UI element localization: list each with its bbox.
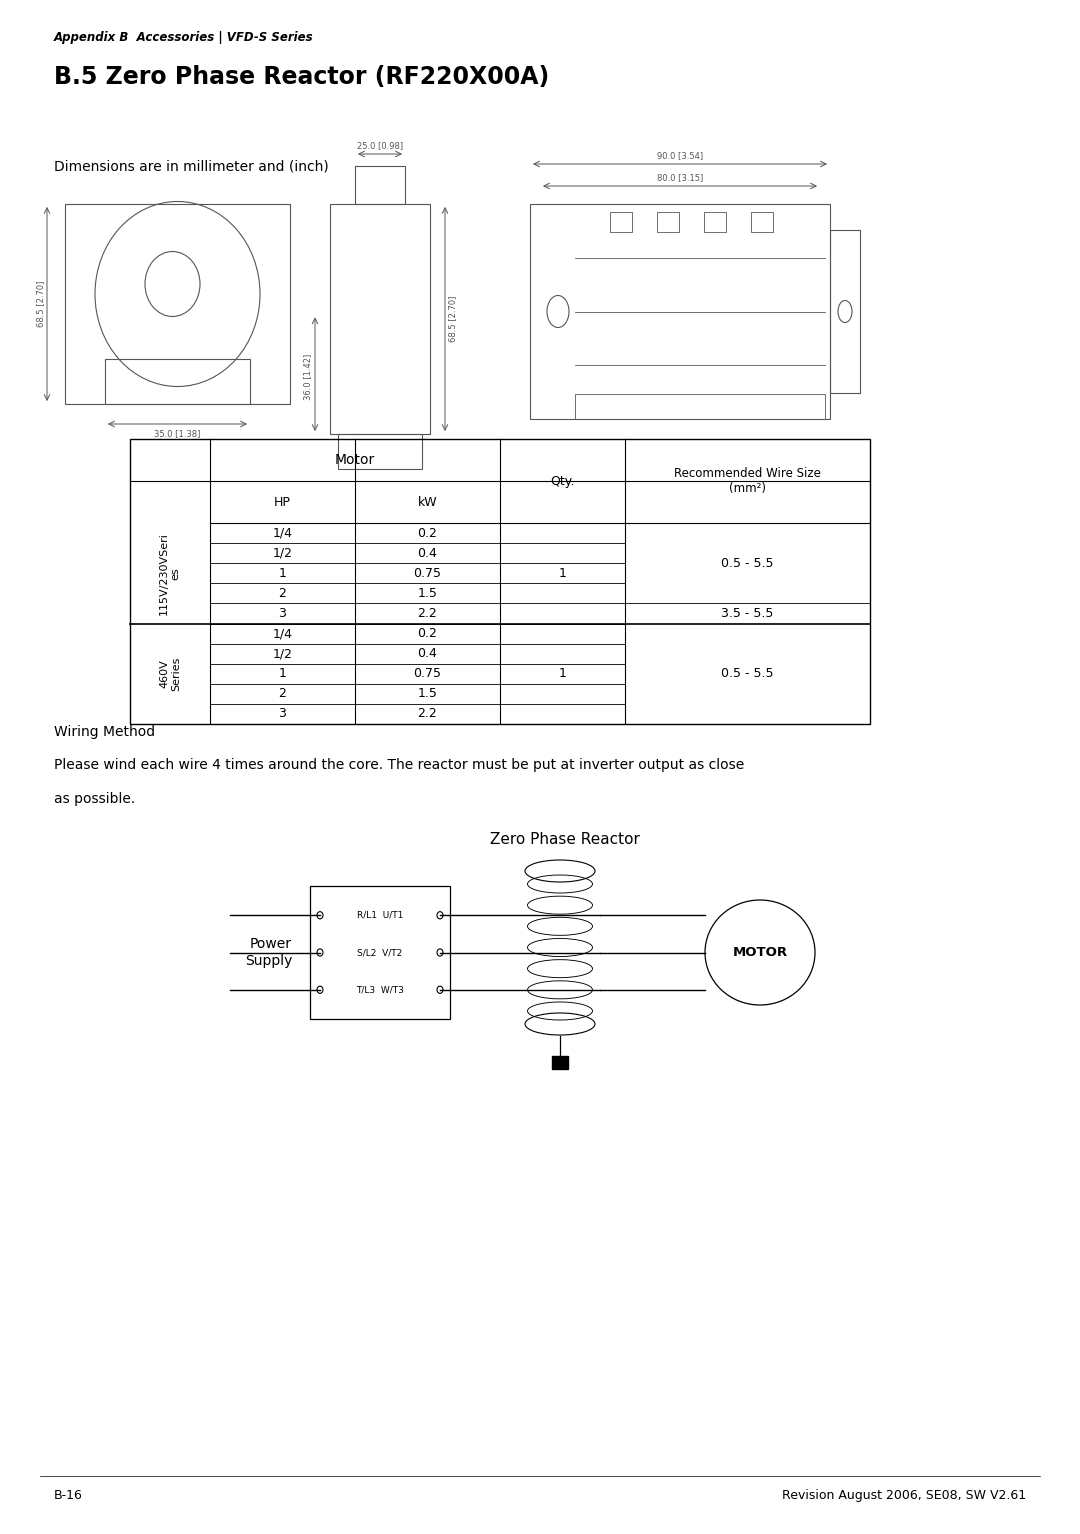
Text: R/L1  U/T1: R/L1 U/T1 — [356, 911, 403, 920]
Text: 0.4: 0.4 — [418, 546, 437, 560]
Text: 115V/230VSeri
es: 115V/230VSeri es — [159, 532, 180, 615]
Text: 3: 3 — [279, 707, 286, 721]
Text: 68.5 [2.70]: 68.5 [2.70] — [448, 296, 457, 342]
Text: Qty.: Qty. — [551, 474, 575, 488]
Text: 2.2: 2.2 — [418, 607, 437, 620]
Text: T/L3  W/T3: T/L3 W/T3 — [356, 985, 404, 994]
Text: 1/2: 1/2 — [272, 647, 293, 660]
Text: 460V
Series: 460V Series — [159, 657, 180, 690]
Text: 36.0 [1.42]: 36.0 [1.42] — [303, 353, 312, 400]
Text: Please wind each wire 4 times around the core. The reactor must be put at invert: Please wind each wire 4 times around the… — [54, 758, 744, 772]
Text: 0.75: 0.75 — [414, 566, 442, 580]
Text: 1: 1 — [558, 566, 566, 580]
Text: 1/4: 1/4 — [272, 526, 293, 540]
Text: Wiring Method: Wiring Method — [54, 726, 156, 739]
Text: Revision August 2006, SE08, SW V2.61: Revision August 2006, SE08, SW V2.61 — [782, 1490, 1026, 1502]
Text: 0.5 - 5.5: 0.5 - 5.5 — [721, 667, 773, 680]
Text: 1: 1 — [279, 566, 286, 580]
Text: 25.0 [0.98]: 25.0 [0.98] — [356, 141, 403, 150]
Text: 0.75: 0.75 — [414, 667, 442, 680]
Text: 2.2: 2.2 — [418, 707, 437, 721]
Text: Power
Supply: Power Supply — [245, 937, 292, 968]
Text: 0.2: 0.2 — [418, 526, 437, 540]
Text: 80.0 [3.15]: 80.0 [3.15] — [657, 173, 703, 183]
Text: kW: kW — [418, 495, 437, 508]
Text: 1: 1 — [279, 667, 286, 680]
Text: Dimensions are in millimeter and (inch): Dimensions are in millimeter and (inch) — [54, 160, 328, 173]
Text: 0.5 - 5.5: 0.5 - 5.5 — [721, 557, 773, 569]
Text: 0.4: 0.4 — [418, 647, 437, 660]
Text: as possible.: as possible. — [54, 792, 135, 805]
Text: 2: 2 — [279, 687, 286, 701]
Text: B.5 Zero Phase Reactor (RF220X00A): B.5 Zero Phase Reactor (RF220X00A) — [54, 64, 550, 89]
Text: 2: 2 — [279, 588, 286, 600]
Text: B-16: B-16 — [54, 1490, 83, 1502]
Text: 90.0 [3.54]: 90.0 [3.54] — [657, 150, 703, 160]
Text: 1/4: 1/4 — [272, 627, 293, 640]
Text: 68.5 [2.70]: 68.5 [2.70] — [36, 281, 45, 327]
Text: Zero Phase Reactor: Zero Phase Reactor — [490, 831, 640, 847]
Polygon shape — [552, 1055, 568, 1069]
Text: S/L2  V/T2: S/L2 V/T2 — [357, 948, 403, 957]
Text: 1.5: 1.5 — [418, 687, 437, 701]
Text: 1.5: 1.5 — [418, 588, 437, 600]
Text: HP: HP — [274, 495, 291, 508]
Text: MOTOR: MOTOR — [732, 946, 787, 959]
Text: 1: 1 — [558, 667, 566, 680]
Text: 3.5 - 5.5: 3.5 - 5.5 — [721, 607, 773, 620]
Text: Appendix B  Accessories | VFD-S Series: Appendix B Accessories | VFD-S Series — [54, 31, 313, 44]
Text: 3: 3 — [279, 607, 286, 620]
Text: 35.0 [1.38]: 35.0 [1.38] — [154, 430, 201, 439]
Text: Recommended Wire Size
(mm²): Recommended Wire Size (mm²) — [674, 466, 821, 495]
Text: Motor: Motor — [335, 453, 375, 466]
Text: 0.2: 0.2 — [418, 627, 437, 640]
Text: 1/2: 1/2 — [272, 546, 293, 560]
